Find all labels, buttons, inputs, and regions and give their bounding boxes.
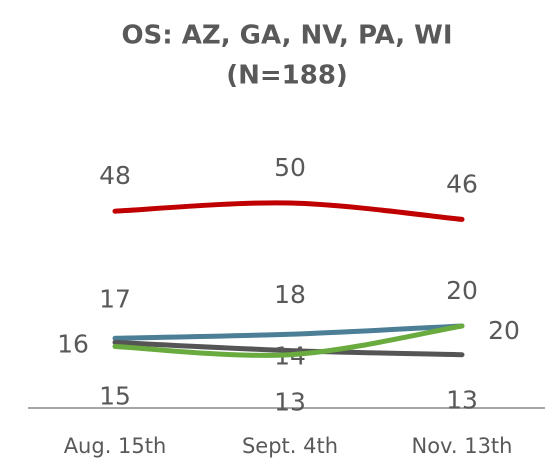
data-label: 15 bbox=[99, 382, 131, 411]
data-label: 20 bbox=[446, 276, 478, 305]
x-tick-label: Nov. 13th bbox=[412, 434, 513, 458]
chart-subtitle: (N=188) bbox=[226, 61, 348, 91]
chart-title: OS: AZ, GA, NV, PA, WI bbox=[121, 21, 452, 51]
line bbox=[112, 323, 465, 358]
data-label: 17 bbox=[99, 284, 131, 313]
data-label: 20 bbox=[488, 316, 520, 345]
data-label: 16 bbox=[57, 329, 89, 358]
data-label: 46 bbox=[446, 169, 478, 198]
line bbox=[112, 339, 465, 358]
x-tick-label: Aug. 15th bbox=[64, 434, 167, 458]
line bbox=[112, 323, 465, 341]
data-label: 13 bbox=[274, 388, 306, 417]
x-tick-label: Sept. 4th bbox=[242, 434, 338, 458]
data-label: 13 bbox=[446, 386, 478, 415]
data-label: 50 bbox=[274, 153, 306, 182]
data-label: 18 bbox=[274, 280, 306, 309]
line bbox=[112, 200, 465, 222]
data-label: 48 bbox=[99, 161, 131, 190]
